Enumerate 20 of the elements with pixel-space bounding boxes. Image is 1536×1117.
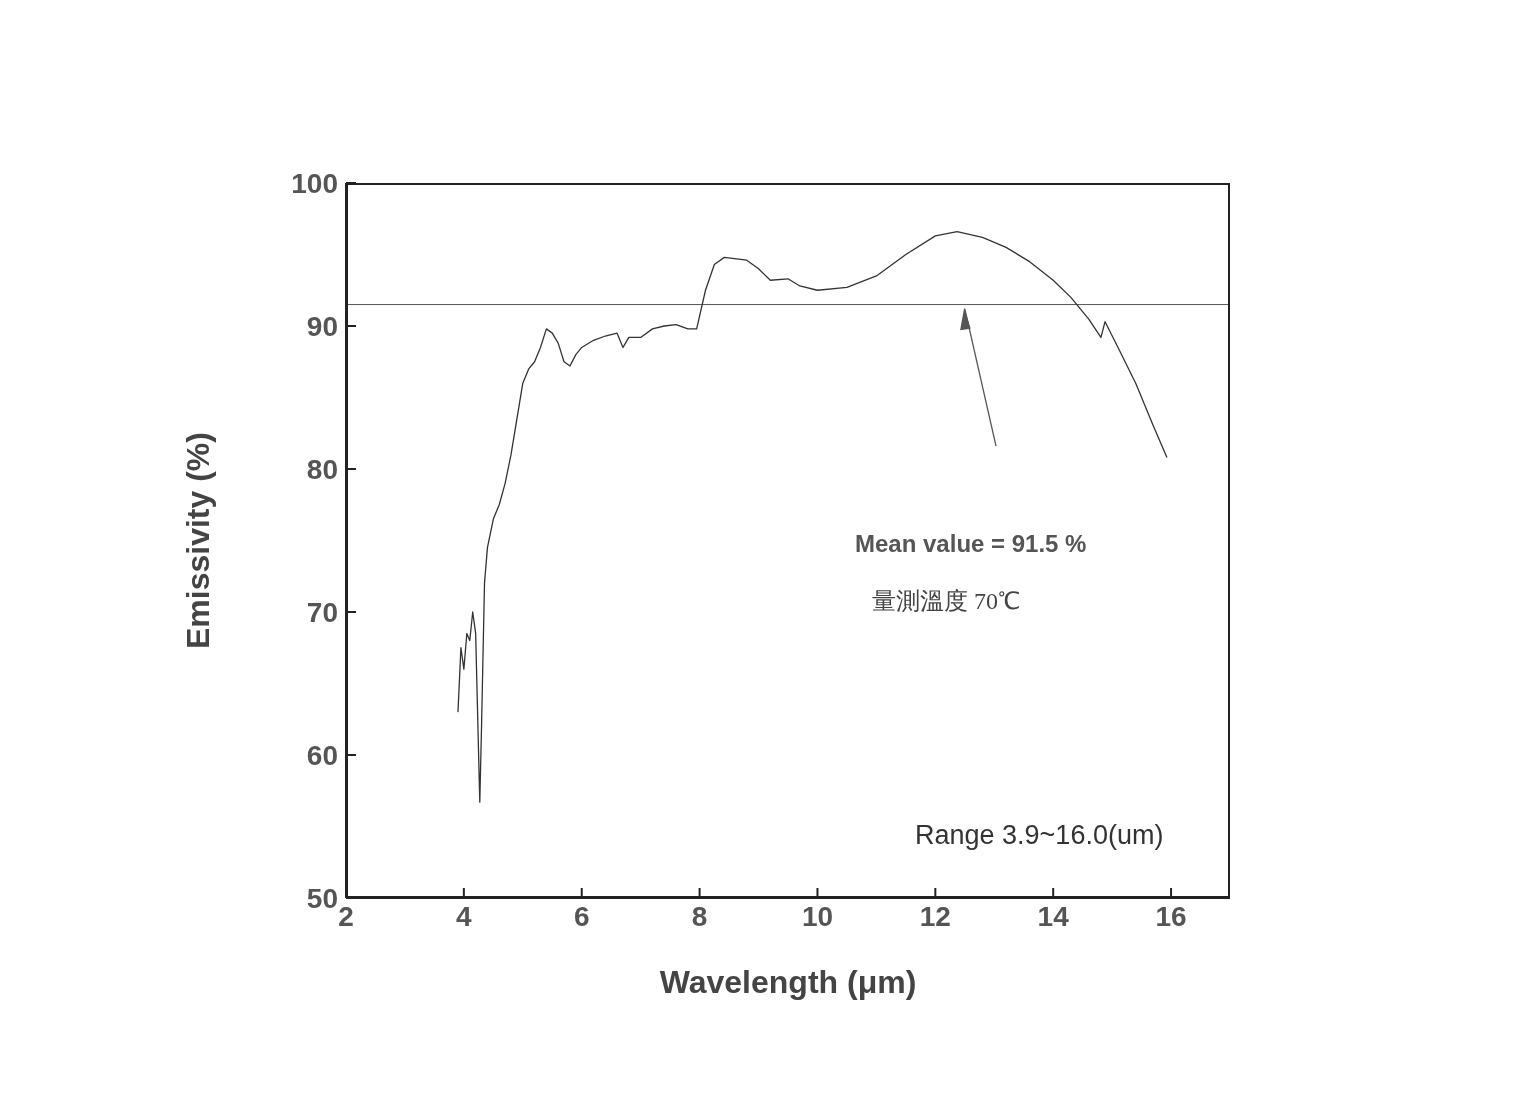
y-tick-label: 80 [306, 453, 338, 485]
y-axis-title: Emissivity (%) [180, 432, 217, 649]
x-tick-label: 2 [338, 900, 354, 932]
x-axis-title: Wavelength (μm) [659, 964, 917, 1000]
x-tick-label: 6 [573, 900, 590, 932]
y-tick-label: 50 [306, 882, 338, 914]
annotation: 量測溫度 70℃ [872, 587, 1020, 616]
annotation: Mean value = 91.5 % [855, 530, 1087, 558]
y-tick-label: 90 [306, 310, 338, 342]
y-tick-label: 70 [306, 596, 338, 628]
annotation: Range 3.9~16.0(um) [915, 820, 1164, 851]
y-tick-label: 60 [306, 739, 338, 771]
x-tick-label: 10 [801, 900, 834, 932]
x-tick-label: 4 [456, 900, 473, 932]
x-tick-label: 12 [919, 900, 951, 932]
x-tick-label: 8 [691, 900, 708, 932]
x-tick-label: 16 [1155, 900, 1187, 932]
x-tick-label: 14 [1037, 900, 1070, 932]
y-tick-label: 100 [291, 167, 338, 199]
line-series [457, 230, 1168, 803]
